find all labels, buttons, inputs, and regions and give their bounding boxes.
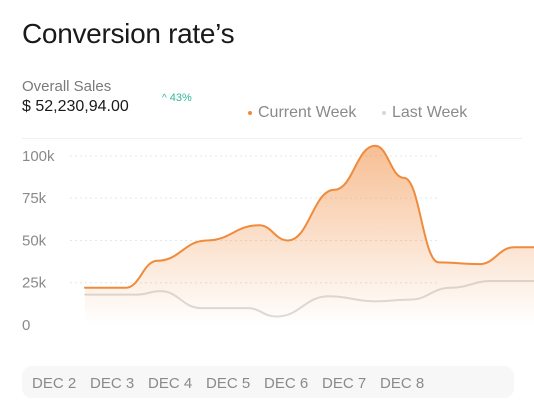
caret-up-icon: ^ [162,92,167,104]
overall-sales-value: $ 52,230,94.00 [22,98,129,115]
overall-sales-label: Overall Sales [22,78,112,95]
x-tick-label: DEC 8 [380,375,424,392]
x-axis-bar [22,366,514,398]
y-tick-label: 0 [22,317,30,334]
last-week-dot-icon [382,111,386,115]
page-title: Conversion rate’s [22,18,235,49]
x-tick-label: DEC 3 [90,375,134,392]
legend-current-label: Current Week [258,104,357,121]
x-tick-label: DEC 6 [264,375,308,392]
x-tick-labels: DEC 2 DEC 3 DEC 4 DEC 5 DEC 6 DEC 7 DEC 8 [32,375,424,392]
y-tick-label: 25k [22,275,47,292]
x-tick-label: DEC 2 [32,375,76,392]
y-tick-label: 75k [22,190,47,207]
header-divider [22,138,522,139]
y-tick-label: 100k [22,148,55,165]
x-tick-label: DEC 4 [148,375,192,392]
x-tick-label: DEC 5 [206,375,250,392]
legend-last-label: Last Week [392,104,468,121]
growth-badge: ^ 43% [162,92,192,104]
current-week-line [84,144,534,289]
current-week-area [85,145,534,325]
current-week-dot-icon [248,111,252,115]
legend-last-week[interactable]: Last Week [382,104,467,122]
y-tick-label: 50k [22,232,47,249]
growth-value: 43% [169,92,192,104]
series-group [84,144,534,325]
x-tick-label: DEC 7 [322,375,366,392]
y-tick-labels: 0 25k 50k 75k 100k [22,148,55,334]
legend-current-week[interactable]: Current Week [248,104,356,122]
